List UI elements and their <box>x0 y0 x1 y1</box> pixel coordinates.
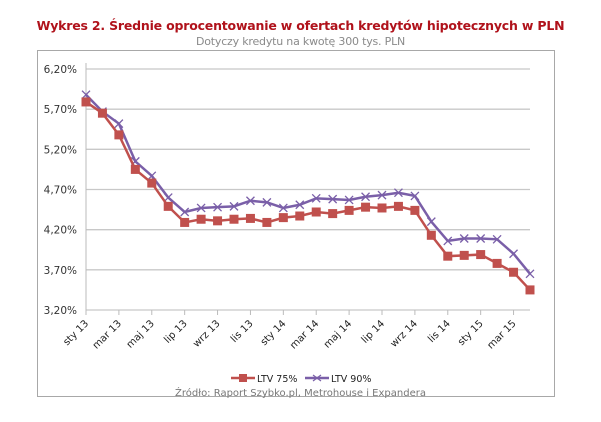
data-point <box>311 207 321 217</box>
data-point <box>393 188 403 198</box>
x-tick-label: sty 13 <box>61 318 91 348</box>
data-point <box>81 90 91 100</box>
data-point <box>328 209 338 219</box>
legend-label: LTV 90% <box>331 374 371 385</box>
data-point <box>311 193 321 203</box>
data-point <box>426 230 436 240</box>
y-tick-label: 3,20% <box>44 305 77 317</box>
data-point <box>492 258 502 268</box>
legend-marker <box>312 374 322 382</box>
data-point <box>81 97 91 107</box>
y-tick-label: 6,20% <box>44 64 77 76</box>
data-point <box>443 236 453 246</box>
data-point <box>393 201 403 211</box>
data-point <box>229 214 239 224</box>
data-point <box>476 234 486 243</box>
x-tick-label: mar 14 <box>288 318 321 351</box>
data-point <box>114 130 124 140</box>
x-tick-label: lis 14 <box>426 318 453 345</box>
data-point <box>262 197 272 207</box>
data-point <box>525 269 535 279</box>
data-point <box>130 164 140 174</box>
data-point <box>97 108 107 118</box>
x-tick-label: maj 14 <box>322 318 354 350</box>
data-point <box>213 216 223 226</box>
legend-label: LTV 75% <box>257 374 297 385</box>
y-tick-label: 4,20% <box>44 225 77 237</box>
data-point <box>262 217 272 227</box>
data-point <box>196 214 206 224</box>
chart-title: Wykres 2. Średnie oprocentowanie w ofert… <box>36 18 565 33</box>
data-point <box>163 193 173 202</box>
chart-frame <box>37 50 555 397</box>
x-tick-label: mar 13 <box>91 318 124 351</box>
data-point <box>410 205 420 215</box>
x-tick-label: maj 13 <box>125 318 157 350</box>
x-tick-label: lip 14 <box>360 318 387 345</box>
x-tick-label: wrz 13 <box>191 318 222 349</box>
data-point <box>377 190 387 200</box>
data-point <box>509 249 519 259</box>
data-point <box>443 251 453 261</box>
data-point <box>459 234 469 243</box>
chart-subtitle: Dotyczy kredytu na kwotę 300 tys. PLN <box>195 35 406 48</box>
data-point <box>476 250 486 260</box>
data-point <box>295 211 305 221</box>
data-point <box>509 267 519 277</box>
legend-marker <box>239 374 247 382</box>
data-point <box>163 201 173 211</box>
data-point <box>278 203 288 213</box>
y-tick-label: 4,70% <box>44 185 77 197</box>
data-point <box>180 207 190 217</box>
chart-source: Źródło: Raport Szybko.pl, Metrohouse i E… <box>175 388 426 399</box>
data-point <box>361 202 371 212</box>
data-point <box>492 234 502 244</box>
data-point <box>278 213 288 223</box>
y-tick-label: 5,70% <box>44 104 77 116</box>
data-point <box>410 191 420 201</box>
data-point <box>114 119 124 129</box>
y-tick-label: 5,20% <box>44 144 77 156</box>
series-line-0 <box>85 100 531 291</box>
data-point <box>295 200 305 210</box>
data-point <box>344 205 354 215</box>
data-point <box>229 201 239 211</box>
x-tick-label: sty 14 <box>259 318 289 348</box>
data-point <box>361 192 371 202</box>
x-tick-label: lis 13 <box>229 318 256 345</box>
data-point <box>245 213 255 223</box>
series-line-1 <box>85 93 531 275</box>
data-point <box>344 195 354 205</box>
data-point <box>147 171 157 181</box>
data-point <box>245 196 255 206</box>
data-point <box>525 285 535 295</box>
data-point <box>377 203 387 213</box>
x-tick-label: wrz 14 <box>389 318 420 349</box>
x-tick-label: mar 15 <box>486 318 519 351</box>
data-point <box>180 217 190 227</box>
data-point <box>147 178 157 188</box>
y-tick-label: 3,70% <box>44 265 77 277</box>
data-point <box>459 250 469 260</box>
x-tick-label: lip 13 <box>162 318 189 345</box>
data-point <box>328 194 338 204</box>
x-tick-label: sty 15 <box>456 318 486 348</box>
data-point <box>213 202 223 212</box>
data-point <box>426 217 436 227</box>
data-point <box>196 203 206 213</box>
